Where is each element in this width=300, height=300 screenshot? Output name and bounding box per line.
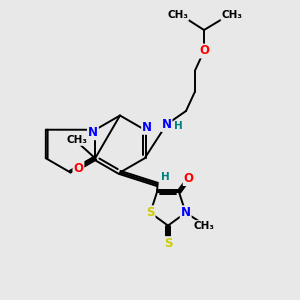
Text: N: N <box>88 126 98 139</box>
Text: H: H <box>160 172 169 182</box>
Text: O: O <box>74 161 83 175</box>
Text: N: N <box>181 206 191 219</box>
Text: CH₃: CH₃ <box>221 10 242 20</box>
Text: CH₃: CH₃ <box>193 220 214 231</box>
Text: CH₃: CH₃ <box>167 10 188 20</box>
Text: S: S <box>164 237 172 250</box>
Text: O: O <box>199 44 209 58</box>
Text: H: H <box>173 121 182 131</box>
Text: O: O <box>184 172 194 185</box>
Text: N: N <box>142 121 152 134</box>
Text: CH₃: CH₃ <box>67 135 88 145</box>
Text: S: S <box>146 206 154 219</box>
Text: N: N <box>161 118 172 131</box>
